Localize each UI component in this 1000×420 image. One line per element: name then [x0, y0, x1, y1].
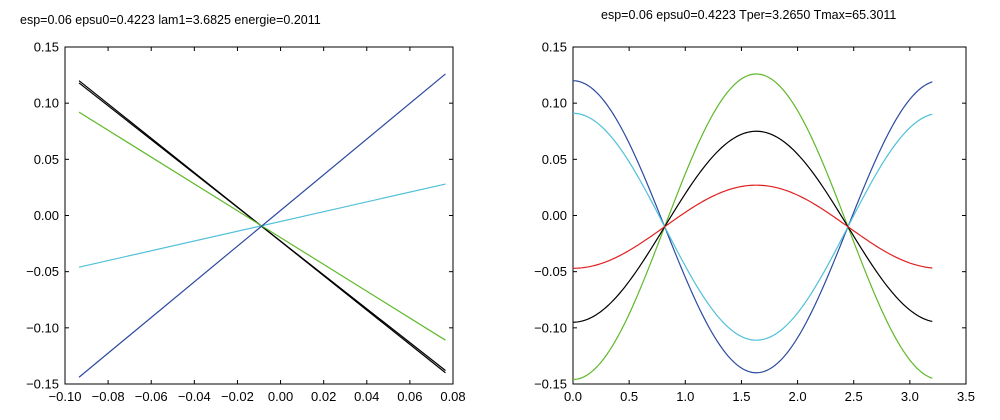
left-x-tick-label: 0.08: [440, 389, 465, 404]
right-x-tick-label: 3.5: [957, 389, 975, 404]
right-x-tick-label: 0.5: [620, 389, 638, 404]
left-x-tick-label: 0.00: [268, 389, 293, 404]
left-y-tick-label: 0.15: [34, 40, 59, 55]
right-plot-frame: [572, 46, 967, 385]
right-chart: 0.0 0.5 1.0 1.5 2.0 2.5 3.0 3.5 −0.15 −0.10 −0.05 0…: [534, 40, 975, 405]
left-y-tick-label: 0.10: [34, 96, 59, 111]
right-y-tick-label: −0.15: [534, 377, 567, 392]
right-series-line-3: [572, 130, 933, 323]
left-y-tick-label: −0.15: [26, 377, 59, 392]
left-x-tick-label: −0.02: [221, 389, 254, 404]
left-chart: −0.10 −0.08 −0.06 −0.04 −0.02 0.00 0.02 0.04 0.0…: [26, 40, 466, 405]
right-x-tick-label: 1.0: [676, 389, 694, 404]
right-y-tick-label: 0.15: [542, 40, 567, 55]
right-y-tick-label: −0.05: [534, 264, 567, 279]
right-x-tick-label: 1.5: [732, 389, 750, 404]
left-x-tick-label: −0.10: [49, 389, 82, 404]
right-series-line-1: [572, 73, 933, 381]
left-x-tick-label: 0.04: [354, 389, 379, 404]
right-series-line-4: [572, 184, 933, 269]
right-y-tick-label: 0.10: [542, 96, 567, 111]
left-x-tick-label: 0.02: [311, 389, 336, 404]
right-x-tick-label: 0.0: [564, 389, 582, 404]
right-x-tick-label: 2.0: [789, 389, 807, 404]
right-x-tick-label: 3.0: [901, 389, 919, 404]
left-x-tick-label: 0.06: [397, 389, 422, 404]
left-chart-title: esp=0.06 epsu0=0.4223 lam1=3.6825 energi…: [20, 13, 321, 27]
right-x-tick-label: 2.5: [845, 389, 863, 404]
right-chart-title: esp=0.06 epsu0=0.4223 Tper=3.2650 Tmax=6…: [601, 8, 896, 22]
right-y-tick-label: 0.05: [542, 152, 567, 167]
left-x-tick-label: −0.04: [178, 389, 211, 404]
left-x-tick-label: −0.06: [135, 389, 168, 404]
left-y-tick-label: 0.00: [34, 208, 59, 223]
right-y-tick-label: −0.10: [534, 320, 567, 335]
right-series-line-0: [572, 80, 933, 374]
left-y-tick-label: −0.05: [26, 264, 59, 279]
left-x-tick-label: −0.08: [92, 389, 125, 404]
right-y-tick-label: 0.00: [542, 208, 567, 223]
right-series-line-2: [572, 112, 933, 341]
left-y-tick-label: −0.10: [26, 320, 59, 335]
left-plot-frame: [64, 46, 454, 385]
left-y-tick-label: 0.05: [34, 152, 59, 167]
left-series-line-4: [78, 73, 446, 378]
